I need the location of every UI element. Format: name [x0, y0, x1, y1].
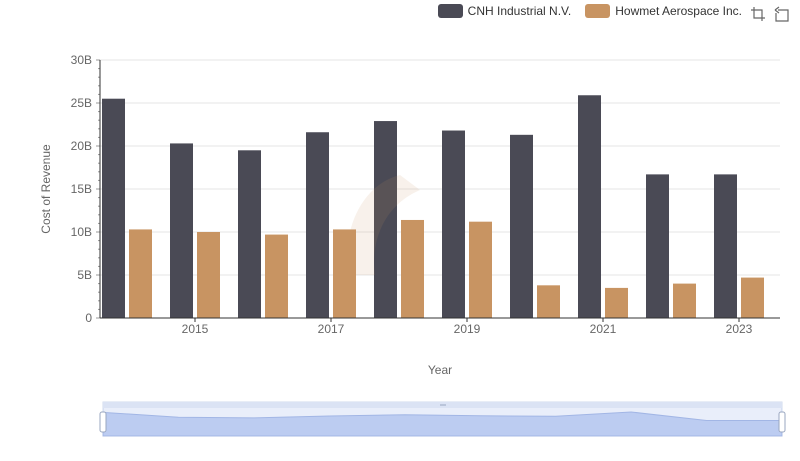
bar-cnh-2022[interactable]	[646, 174, 669, 318]
y-tick-label: 30B	[71, 53, 92, 67]
bar-cnh-2017[interactable]	[306, 132, 329, 318]
slider-selection[interactable]	[103, 408, 782, 436]
zoom-icon[interactable]	[750, 6, 766, 22]
axes: 0 5B 10B 15B 20B 25B 30B 2015 2017 2019 2021 2023	[71, 53, 780, 336]
y-tick-label: 10B	[71, 225, 92, 239]
toolbox	[750, 6, 790, 22]
bar-howmet-2016[interactable]	[265, 234, 288, 318]
x-tick-label: 2019	[454, 322, 481, 336]
x-tick-label: 2015	[182, 322, 209, 336]
bar-cnh-2016[interactable]	[238, 150, 261, 318]
bar-cnh-2023[interactable]	[714, 174, 737, 318]
legend: CNH Industrial N.V. Howmet Aerospace Inc…	[437, 4, 742, 18]
bar-howmet-2020[interactable]	[537, 285, 560, 318]
bar-cnh-2020[interactable]	[510, 134, 533, 318]
restore-icon[interactable]	[774, 6, 790, 22]
bar-howmet-2022[interactable]	[673, 283, 696, 318]
bar-howmet-2019[interactable]	[469, 221, 492, 318]
y-tick-label: 15B	[71, 182, 92, 196]
legend-label-cnh: CNH Industrial N.V.	[467, 4, 572, 18]
bar-howmet-2017[interactable]	[333, 229, 356, 318]
bar-cnh-2015[interactable]	[170, 143, 193, 318]
y-tick-label: 5B	[77, 268, 92, 282]
legend-swatch-howmet	[585, 4, 611, 18]
bar-cnh-2014[interactable]	[102, 98, 125, 318]
y-tick-label: 20B	[71, 139, 92, 153]
bar-cnh-2019[interactable]	[442, 130, 465, 318]
bar-howmet-2021[interactable]	[605, 287, 628, 318]
slider-handle-right[interactable]	[778, 411, 786, 433]
bar-cnh-2018[interactable]	[374, 121, 397, 318]
bar-howmet-2015[interactable]	[197, 232, 220, 318]
x-tick-label: 2021	[590, 322, 617, 336]
y-axis-title: Cost of Revenue	[39, 144, 53, 234]
y-tick-label: 0	[85, 311, 92, 325]
bars-group	[102, 95, 764, 318]
data-zoom-slider[interactable]	[99, 401, 786, 437]
legend-swatch-cnh	[437, 4, 463, 18]
legend-item-howmet[interactable]: Howmet Aerospace Inc.	[585, 4, 742, 18]
y-tick-label: 25B	[71, 96, 92, 110]
x-axis-title: Year	[428, 363, 452, 377]
bar-cnh-2021[interactable]	[578, 95, 601, 318]
bar-howmet-2014[interactable]	[129, 229, 152, 318]
legend-item-cnh[interactable]: CNH Industrial N.V.	[437, 4, 572, 18]
x-tick-label: 2017	[318, 322, 345, 336]
legend-label-howmet: Howmet Aerospace Inc.	[615, 4, 742, 18]
x-tick-label: 2023	[726, 322, 753, 336]
bar-howmet-2018[interactable]	[401, 219, 424, 318]
slider-handle-left[interactable]	[99, 411, 107, 433]
bar-howmet-2023[interactable]	[741, 277, 764, 318]
